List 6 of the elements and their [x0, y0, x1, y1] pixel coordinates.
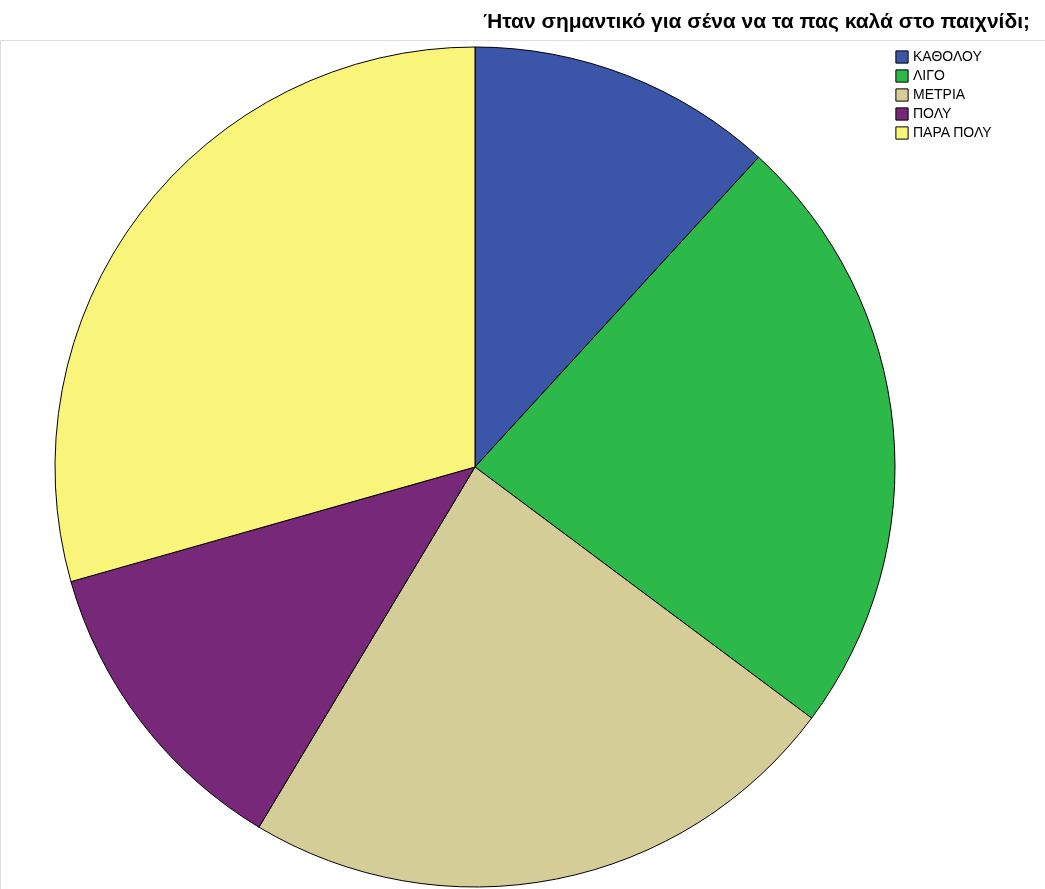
legend-label: ΠΑΡΑ ΠΟΛΥ: [913, 124, 993, 140]
legend-label: ΜΕΤΡΙΑ: [913, 86, 966, 102]
legend-label: ΠΟΛΥ: [913, 105, 953, 121]
chart-title: Ήταν σημαντικό για σένα να τα πας καλά στο παιχνίδι;: [483, 9, 1030, 33]
legend-label: ΚΑΘΟΛΟΥ: [913, 48, 983, 64]
legend-label: ΛΙΓΟ: [913, 67, 945, 83]
